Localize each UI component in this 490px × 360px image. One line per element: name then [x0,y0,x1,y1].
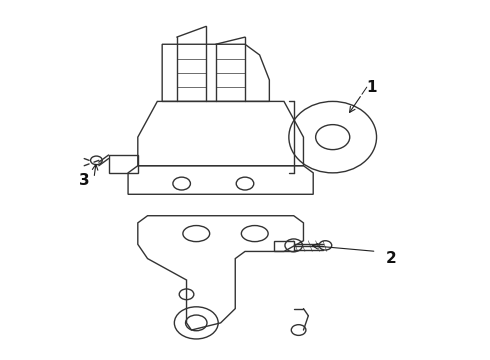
Text: 3: 3 [79,172,90,188]
Text: 1: 1 [367,80,377,95]
Text: 2: 2 [386,251,396,266]
